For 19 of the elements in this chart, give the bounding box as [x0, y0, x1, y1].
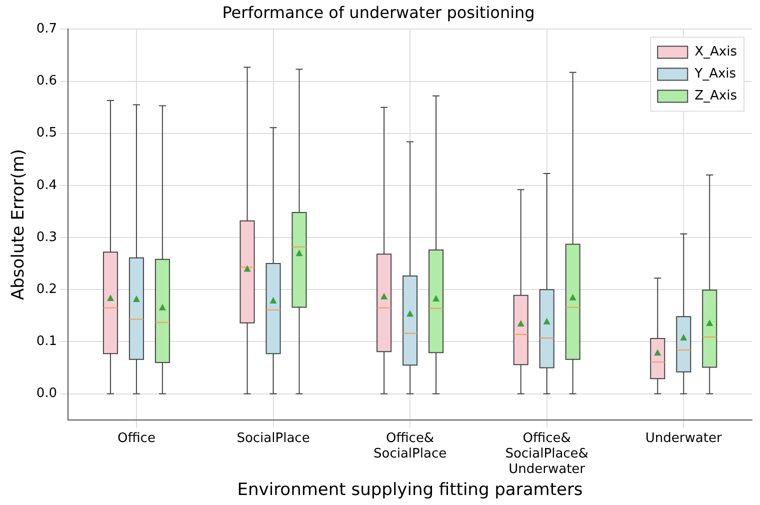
y-axis-title: Absolute Error(m): [8, 149, 29, 300]
legend-label: Y_Axis: [694, 66, 736, 82]
x-tick-label: Office& SocialPlace& Underwater: [505, 430, 588, 478]
legend-label: X_Axis: [694, 44, 738, 60]
x-axis-title: Environment supplying fitting paramters: [237, 480, 583, 500]
chart-title: Performance of underwater positioning: [222, 2, 535, 22]
x-tick-label: Office: [117, 430, 156, 446]
y-tick-label: 0.7: [36, 22, 58, 37]
y-tick-label: 0.0: [36, 386, 58, 402]
y-tick-label: 0.5: [36, 126, 58, 141]
x-tick-label: Underwater: [645, 430, 722, 446]
y-tick-label: 0.1: [36, 334, 58, 350]
x-tick-label: Office& SocialPlace: [373, 430, 447, 462]
legend-label: Z_Axis: [694, 88, 738, 104]
y-tick-label: 0.6: [36, 74, 58, 89]
x-tick-label: SocialPlace: [236, 430, 310, 446]
y-tick-label: 0.3: [36, 230, 58, 245]
y-tick-label: 0.2: [36, 282, 58, 297]
y-tick-label: 0.4: [36, 178, 58, 193]
